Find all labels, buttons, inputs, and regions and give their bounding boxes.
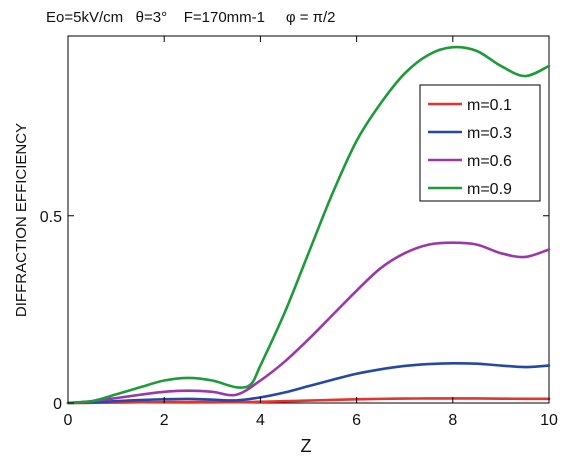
x-tick-label: 10 bbox=[540, 412, 558, 429]
x-tick-label: 6 bbox=[352, 412, 361, 429]
x-axis-label: Z bbox=[301, 436, 312, 456]
x-tick-label: 4 bbox=[256, 412, 265, 429]
legend-label-3: m=0.6 bbox=[467, 153, 512, 170]
legend: m=0.1 m=0.3 m=0.6 m=0.9 bbox=[419, 84, 541, 202]
series-line-4 bbox=[66, 45, 551, 405]
y-axis-label: DIFFRACTION EFFICIENCY bbox=[13, 123, 30, 317]
series-layer bbox=[66, 45, 551, 405]
y-tick-label: 0.5 bbox=[40, 209, 62, 226]
legend-label-2: m=0.3 bbox=[467, 125, 512, 142]
axis-layer: 0 2 4 6 8 10 0 0.5 bbox=[40, 36, 558, 429]
series-line-2 bbox=[66, 361, 551, 405]
x-tick-label: 8 bbox=[448, 412, 457, 429]
x-tick-label: 2 bbox=[160, 412, 169, 429]
series-line-1 bbox=[66, 397, 551, 405]
x-tick-label: 0 bbox=[64, 412, 73, 429]
chart-title: Eo=5kV/cm θ=3° F=170mm-1 φ = π/2 bbox=[46, 9, 336, 26]
series-line-3 bbox=[66, 241, 551, 405]
y-tick-label: 0 bbox=[53, 396, 62, 413]
legend-label-4: m=0.9 bbox=[467, 181, 512, 198]
legend-label-1: m=0.1 bbox=[467, 97, 512, 114]
